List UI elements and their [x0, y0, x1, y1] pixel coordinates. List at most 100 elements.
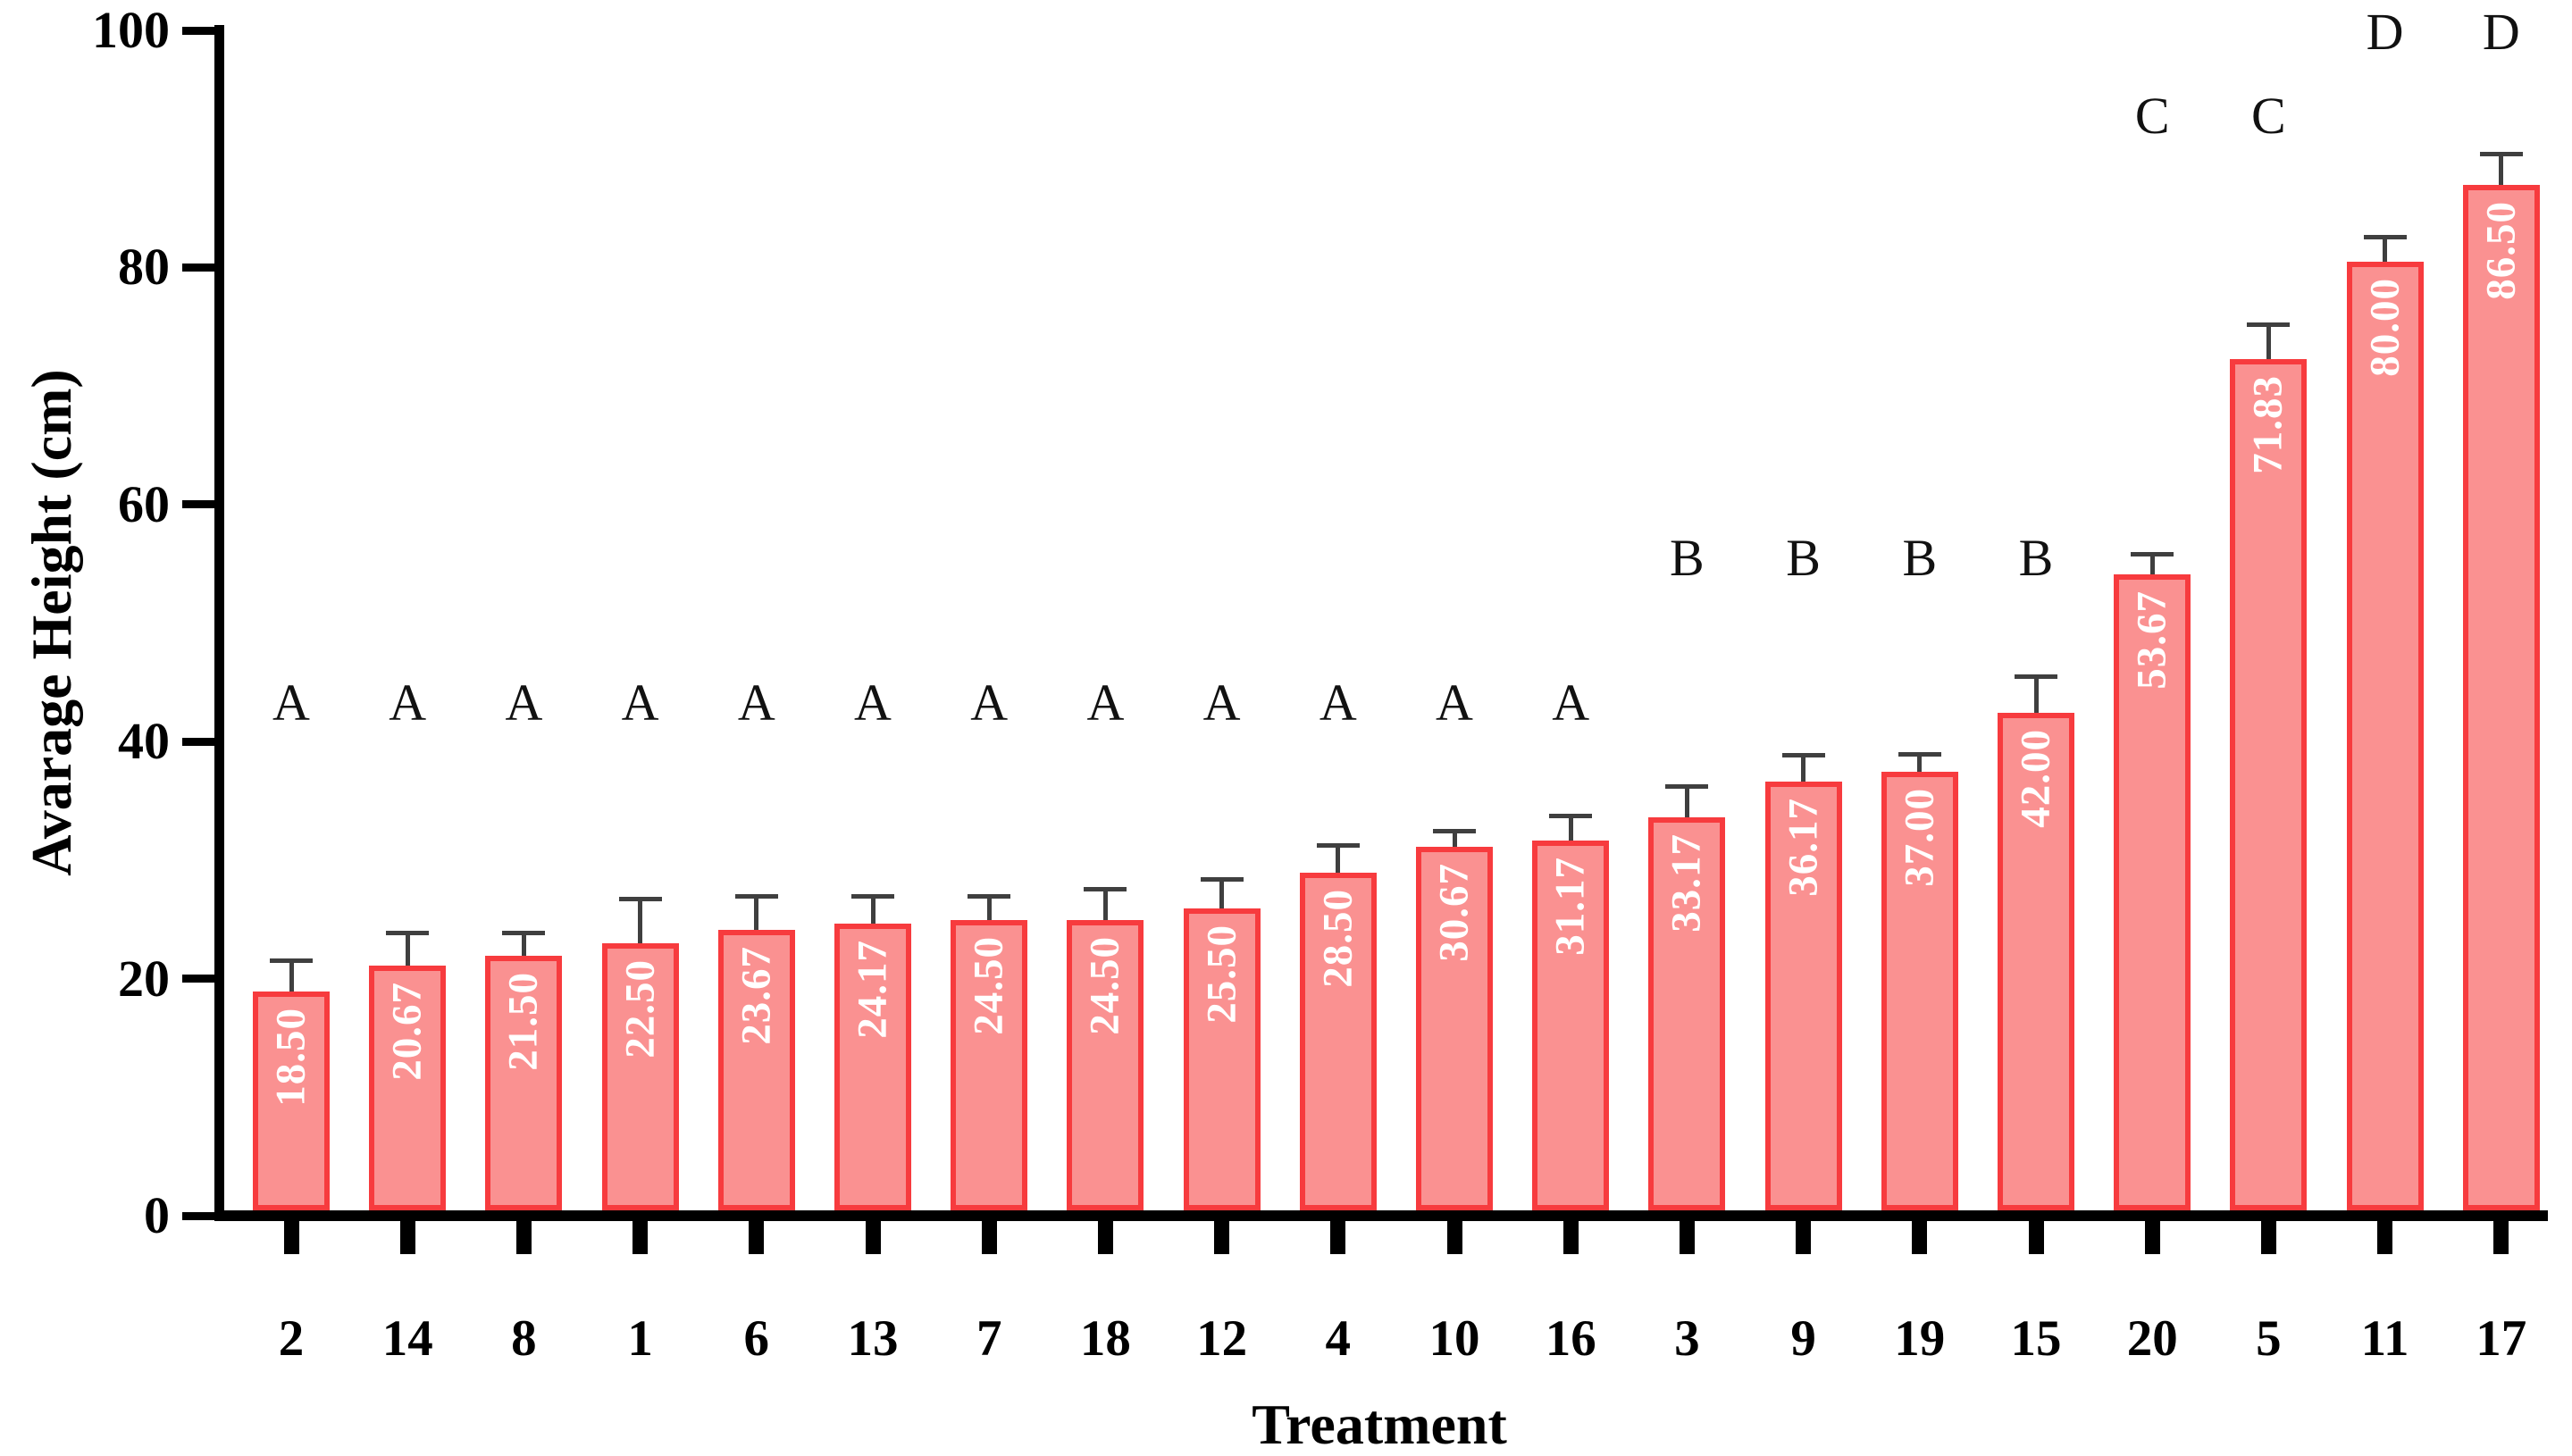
error-bar-cap [1549, 814, 1593, 818]
error-bar-cap [1781, 753, 1825, 758]
error-bar-cap [1898, 751, 1941, 757]
bar-value-label: 25.50 [1198, 924, 1245, 1024]
error-bar-stem [2033, 676, 2039, 713]
y-tick-label: 40 [118, 712, 170, 771]
x-tick-mark [865, 1221, 881, 1254]
error-bar-stem [754, 896, 759, 930]
x-tick-label: 12 [1196, 1310, 1248, 1367]
error-bar-cap [270, 958, 313, 963]
error-bar-stem [289, 960, 294, 992]
x-tick-mark [2377, 1221, 2393, 1254]
bar: 42.00 [1998, 712, 2074, 1210]
bar: 18.50 [253, 991, 330, 1210]
error-bar-cap [386, 931, 430, 936]
bar-value-label: 24.50 [965, 935, 1012, 1035]
bar: 28.50 [1299, 872, 1377, 1210]
bar-value-label: 71.83 [2244, 374, 2291, 474]
y-tick-mark [182, 500, 215, 509]
error-bar-cap [851, 894, 894, 900]
x-tick-label: 4 [1325, 1310, 1352, 1367]
y-axis-line [214, 25, 224, 1221]
y-tick-label: 60 [118, 474, 170, 533]
bar-value-label: 31.17 [1546, 857, 1594, 957]
x-tick-mark [1562, 1221, 1579, 1254]
error-bar-stem [2266, 324, 2271, 359]
bar: 24.17 [834, 924, 911, 1210]
bar: 33.17 [1648, 816, 1726, 1210]
x-tick-mark [399, 1221, 415, 1254]
x-tick-mark [749, 1221, 765, 1254]
error-bar-cap [2247, 322, 2291, 327]
x-tick-label: 2 [278, 1310, 305, 1367]
bar-value-label: 80.00 [2361, 278, 2409, 378]
significance-letter: B [1902, 528, 1938, 587]
bar-value-label: 33.17 [1663, 833, 1710, 933]
x-tick-mark [1446, 1221, 1462, 1254]
bar-value-label: 36.17 [1780, 798, 1827, 897]
error-bar-stem [1568, 816, 1573, 841]
x-tick-mark [2144, 1221, 2160, 1254]
x-tick-mark [1679, 1221, 1695, 1254]
significance-letter: B [2018, 528, 2054, 587]
error-bar-stem [1684, 786, 1689, 817]
error-bar-stem [1452, 831, 1457, 848]
bar: 80.00 [2346, 262, 2424, 1210]
bar-value-label: 42.00 [2012, 728, 2059, 828]
error-bar-cap [734, 894, 778, 900]
error-bar-cap [968, 893, 1011, 899]
bar-value-label: 24.50 [1081, 935, 1128, 1035]
x-tick-mark [283, 1221, 299, 1254]
error-bar-cap [502, 931, 546, 935]
x-tick-mark [1214, 1221, 1230, 1254]
error-bar-cap [2363, 235, 2407, 239]
y-axis-title: Avarage Height (cm) [20, 369, 83, 876]
x-tick-label: 9 [1790, 1310, 1816, 1367]
x-tick-mark [515, 1221, 532, 1254]
error-bar-cap [2131, 551, 2174, 556]
significance-letter: A [272, 673, 310, 732]
significance-letter: A [1202, 673, 1241, 732]
error-bar-stem [986, 896, 992, 920]
significance-letter: D [2366, 2, 2404, 61]
bar-value-label: 28.50 [1314, 888, 1361, 988]
bar: 24.50 [951, 919, 1028, 1210]
significance-letter: A [1552, 673, 1590, 732]
significance-letter: B [1786, 528, 1821, 587]
bar: 31.17 [1532, 841, 1610, 1210]
x-tick-mark [1796, 1221, 1812, 1254]
x-tick-mark [1912, 1221, 1928, 1254]
y-tick-label: 80 [118, 238, 170, 297]
x-tick-label: 17 [2476, 1310, 2527, 1367]
bar-value-label: 30.67 [1430, 863, 1478, 962]
x-tick-mark [2028, 1221, 2044, 1254]
y-tick-mark [182, 737, 215, 746]
x-tick-mark [981, 1221, 997, 1254]
error-bar-cap [1316, 842, 1360, 848]
x-tick-label: 19 [1894, 1310, 1946, 1367]
x-tick-label: 6 [743, 1310, 770, 1367]
significance-letter: A [389, 673, 427, 732]
x-tick-mark [633, 1221, 649, 1254]
significance-letter: A [1086, 673, 1125, 732]
error-bar-stem [1801, 755, 1806, 782]
y-tick-label: 20 [118, 949, 170, 1008]
bar: 23.67 [717, 929, 795, 1210]
x-tick-mark [2493, 1221, 2509, 1254]
significance-letter: A [1319, 673, 1357, 732]
significance-letter: A [505, 673, 543, 732]
x-tick-label: 5 [2256, 1310, 2282, 1367]
bar: 21.50 [485, 955, 563, 1210]
significance-letter: A [970, 673, 1009, 732]
bar-value-label: 86.50 [2477, 201, 2525, 300]
bar: 71.83 [2230, 358, 2308, 1210]
bar: 37.00 [1881, 772, 1958, 1210]
bar-value-label: 22.50 [616, 959, 664, 1059]
bar: 36.17 [1764, 782, 1842, 1210]
significance-letter: B [1670, 528, 1705, 587]
x-tick-label: 3 [1674, 1310, 1700, 1367]
significance-letter: D [2482, 2, 2520, 61]
bar-value-label: 21.50 [499, 971, 547, 1071]
error-bar-cap [2479, 152, 2523, 157]
bar-value-label: 24.17 [849, 940, 896, 1040]
